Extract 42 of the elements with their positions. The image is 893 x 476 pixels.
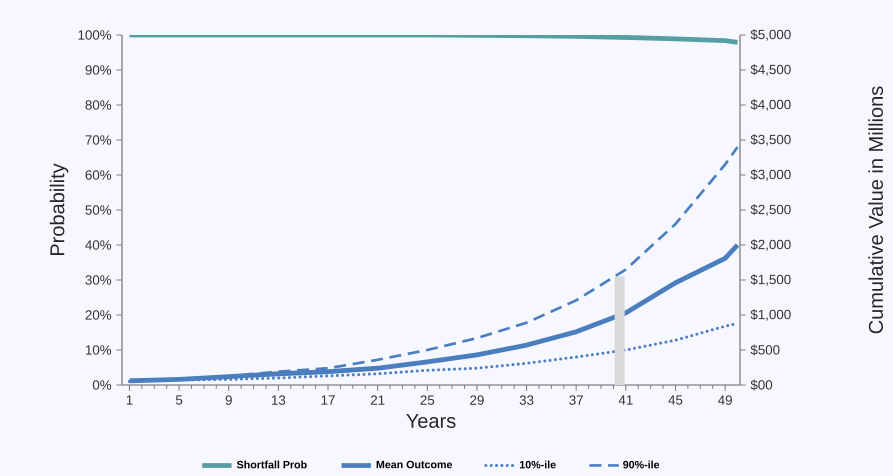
x-tick-label: 41 (618, 395, 633, 405)
y-tick-label: 100% (78, 30, 112, 40)
x-tick-label: 5 (176, 395, 182, 405)
x-tick-label: 1 (126, 395, 133, 405)
legend-label: Mean Outcome (376, 460, 452, 468)
y2-tick-label: $5,000 (750, 29, 791, 41)
x-tick-label: 49 (718, 395, 732, 405)
x-tick-label: 37 (569, 395, 583, 405)
x-tick-label: 45 (668, 395, 682, 405)
y2-tick-label: $1,000 (750, 309, 791, 321)
x-tick-label: 17 (322, 395, 335, 405)
y-axis-title: Probability (50, 163, 68, 256)
y-tick-label: 80% (86, 100, 112, 110)
x-tick-label: 13 (272, 395, 286, 405)
y-tick-label: 60% (86, 170, 112, 180)
y-tick-label: 70% (86, 135, 112, 145)
y2-tick-label: $4,000 (750, 99, 791, 111)
y2-tick-label: $2,000 (750, 239, 791, 251)
y2-tick-label: $00 (750, 380, 772, 390)
y-tick-label: 10% (86, 345, 112, 355)
legend-label: 10%-ile (520, 460, 556, 468)
x-tick-label: 9 (226, 395, 232, 405)
y2-tick-label: $500 (750, 344, 780, 356)
legend-label: 90%-ile (623, 460, 660, 468)
y2-tick-label: $4,500 (750, 64, 791, 76)
x-tick-label: 33 (520, 395, 534, 405)
y-tick-label: 0% (92, 380, 112, 390)
x-axis-title: Years (406, 414, 456, 428)
y2-tick-label: $3,500 (750, 134, 791, 146)
x-tick-label: 25 (420, 395, 434, 405)
y-tick-label: 20% (86, 310, 112, 320)
x-tick-label: 21 (370, 395, 384, 405)
y2-tick-label: $2,500 (750, 204, 791, 216)
legend-label: Shortfall Prob (236, 460, 307, 468)
y2-tick-label: $3,000 (750, 169, 791, 181)
y-tick-label: 50% (85, 205, 112, 215)
x-tick-label: 29 (470, 395, 484, 405)
y2-tick-label: $1,500 (750, 274, 791, 286)
y-tick-label: 40% (85, 240, 112, 250)
y-tick-label: 90% (86, 65, 112, 75)
y-tick-label: 30% (85, 275, 112, 285)
y2-axis-title: Cumulative Value in Millions (868, 86, 883, 334)
